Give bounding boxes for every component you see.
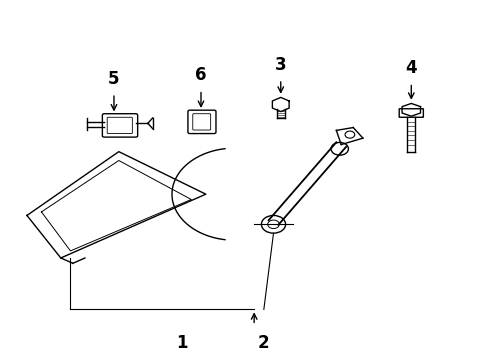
Text: 4: 4 <box>405 59 416 77</box>
Text: 1: 1 <box>176 334 187 352</box>
Text: 3: 3 <box>274 56 286 74</box>
Text: 2: 2 <box>258 334 269 352</box>
Text: 6: 6 <box>195 66 206 84</box>
Text: 5: 5 <box>108 70 120 88</box>
